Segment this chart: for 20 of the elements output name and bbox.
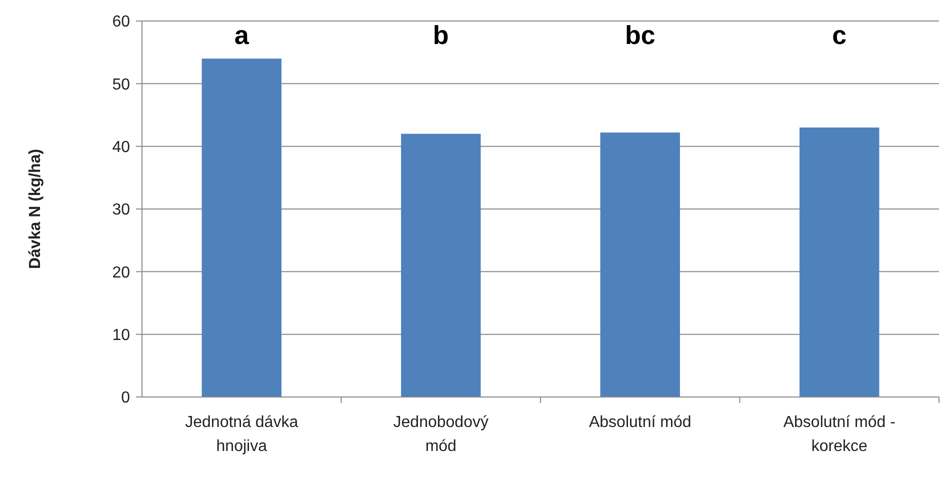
annotation: a (234, 20, 250, 50)
y-tick-label: 40 (112, 138, 130, 156)
y-tick-label: 10 (112, 326, 130, 344)
y-tick-label: 30 (112, 202, 130, 219)
annotation: bc (624, 20, 656, 50)
y-tick-label: 0 (121, 390, 130, 407)
annotation: c (832, 20, 847, 50)
x-tick-label: Jednobodový mód (393, 414, 488, 455)
y-tick-label: 50 (112, 76, 130, 94)
annotation: b (432, 20, 449, 50)
bar (401, 134, 481, 397)
x-tick-label: Jednotná dávka hnojiva (185, 414, 298, 455)
bar (202, 58, 282, 397)
y-tick-label: 60 (112, 14, 130, 31)
x-tick-label: Absolutní mód - korekce (783, 414, 896, 455)
bar (800, 128, 880, 397)
bar (600, 132, 680, 397)
x-tick-label: Absolutní mód (588, 414, 692, 431)
y-axis-title: Dávka N (kg/ha) (27, 148, 44, 270)
y-tick-label: 20 (112, 264, 130, 282)
